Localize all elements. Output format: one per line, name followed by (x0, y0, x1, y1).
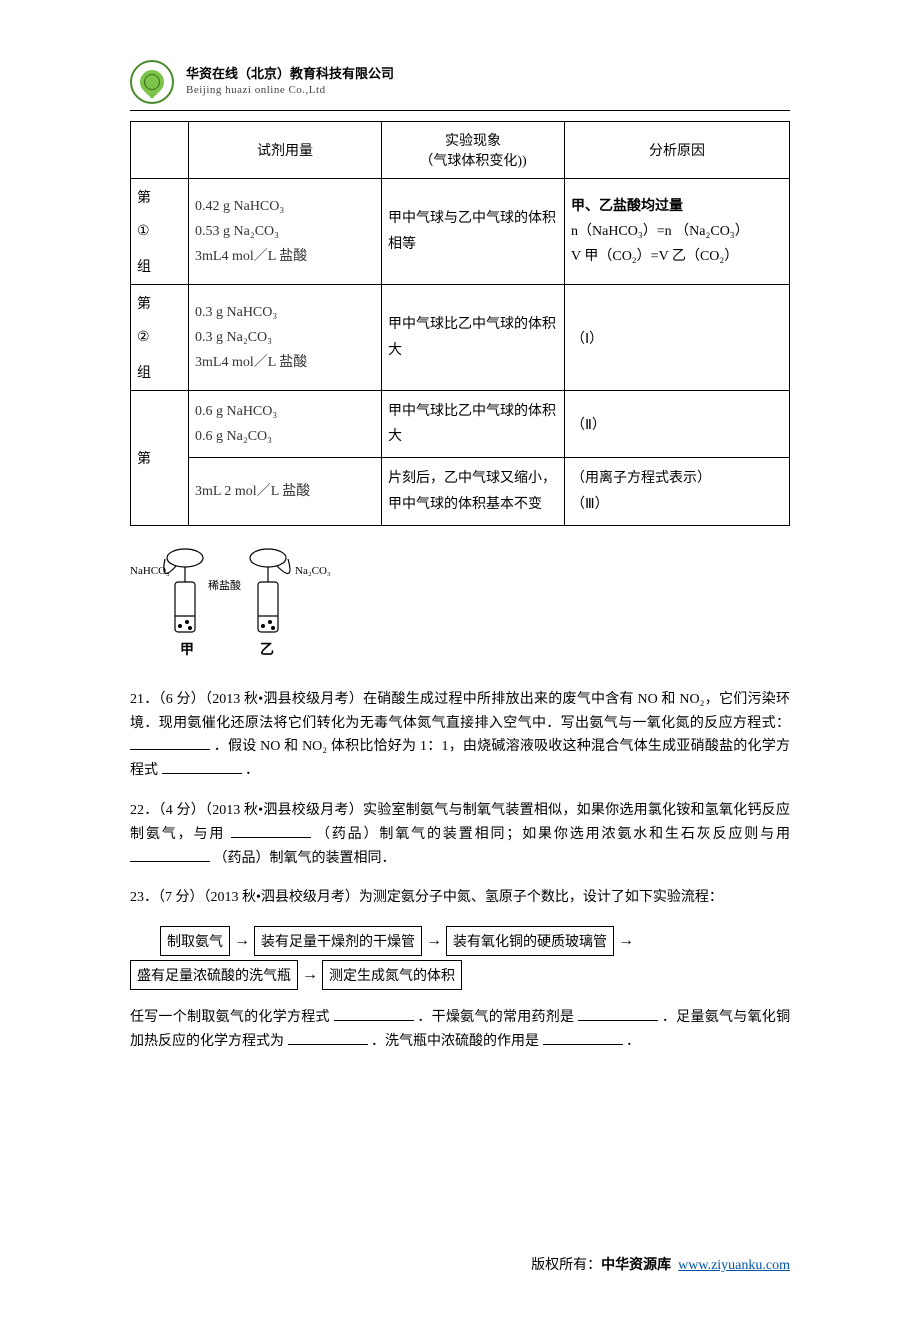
group-3b-phenom: 片刻后，乙中气球又缩小，甲中气球的体积基本不变 (382, 458, 565, 525)
arrow-icon: → (300, 966, 320, 984)
blank (130, 849, 210, 861)
question-23-prefix: 23．（7 分）（2013 秋•泗县校级月考）为测定氨分子中氮、氢原子个数比，设… (130, 886, 790, 910)
experiment-table: 试剂用量 实验现象 （气球体积变化)) 分析原因 第 ① 组 0.42 g Na… (130, 121, 790, 526)
table-row: 第 0.6 g NaHCO₃ 0.6 g Na₂CO₃ 甲中气球比乙中气球的体积… (131, 391, 790, 458)
th-phenom-l1: 实验现象 (445, 134, 501, 149)
group-3b-reagent: 3mL 2 mol／L 盐酸 (189, 458, 382, 525)
diagram-right-label: Na₂CO₃ (295, 565, 331, 577)
q21-prefix: 21．（6 分）（2013 秋•泗县校级月考）在硝酸生成过程中所排放出来的废气中… (130, 692, 790, 731)
page-footer: 版权所有：中华资源库 www.ziyuanku.com (130, 1254, 790, 1274)
company-cn: 华资在线（北京）教育科技有限公司 (186, 66, 394, 83)
group-1-analysis: 甲、乙盐酸均过量 n（NaHCO₃）=n （Na₂CO₃） V 甲（CO₂）=V… (565, 179, 790, 285)
diagram-jia: 甲 (180, 642, 194, 658)
tube-diagram: NaHCO₃ 稀盐酸 Na₂CO₃ 甲 乙 (130, 544, 330, 664)
flow-box: 盛有足量浓硫酸的洗气瓶 (130, 960, 298, 990)
th-analysis: 分析原因 (565, 122, 790, 179)
blank (130, 738, 210, 750)
flow-row-1: 制取氨气 → 装有足量干燥剂的干燥管 → 装有氧化铜的硬质玻璃管 → (160, 926, 790, 956)
table-row: 第 ① 组 0.42 g NaHCO₃ 0.53 g Na₂CO₃ 3mL4 m… (131, 179, 790, 285)
group-2-analysis: （Ⅰ） (565, 285, 790, 391)
table-row: 第 ② 组 0.3 g NaHCO₃ 0.3 g Na₂CO₃ 3mL4 mol… (131, 285, 790, 391)
group-3-label: 第 (131, 391, 189, 526)
q22-mid: （药品）制氧气的装置相同；如果你选用浓氨水和生石灰反应则与用 (316, 827, 790, 842)
group-3a-phenom: 甲中气球比乙中气球的体积大 (382, 391, 565, 458)
group-3b-analysis: （用离子方程式表示） （Ⅲ） (565, 458, 790, 525)
arrow-icon: → (424, 932, 444, 950)
header-text: 华资在线（北京）教育科技有限公司 Beijing huazi online Co… (186, 66, 394, 97)
footer-label: 版权所有： (531, 1258, 601, 1273)
diagram-mid-label: 稀盐酸 (208, 578, 241, 592)
q22-end: （药品）制氧气的装置相同． (214, 851, 396, 866)
th-phenom-l2: （气球体积变化)) (419, 154, 526, 169)
group-2-phenom: 甲中气球比乙中气球的体积大 (382, 285, 565, 391)
q23-tail-a: 任写一个制取氨气的化学方程式 (130, 1010, 330, 1025)
q23-tail-b: ．干燥氨气的常用药剂是 (417, 1010, 574, 1025)
flow-box: 测定生成氮气的体积 (322, 960, 462, 990)
flow-row-2: 盛有足量浓硫酸的洗气瓶 → 测定生成氮气的体积 (130, 960, 790, 990)
group-3a-reagent: 0.6 g NaHCO₃ 0.6 g Na₂CO₃ (189, 391, 382, 458)
footer-brand: 中华资源库 (601, 1258, 671, 1273)
table-row: 3mL 2 mol／L 盐酸 片刻后，乙中气球又缩小，甲中气球的体积基本不变 （… (131, 458, 790, 525)
logo-icon (130, 60, 174, 104)
blank (162, 762, 242, 774)
diagram-yi: 乙 (260, 642, 274, 658)
question-21: 21．（6 分）（2013 秋•泗县校级月考）在硝酸生成过程中所排放出来的废气中… (130, 688, 790, 783)
question-23-tail: 任写一个制取氨气的化学方程式 ．干燥氨气的常用药剂是 ．足量氨气与氧化铜加热反应… (130, 1006, 790, 1054)
blank (231, 826, 311, 838)
arrow-icon: → (616, 932, 636, 950)
flow-box: 装有足量干燥剂的干燥管 (254, 926, 422, 956)
flow-box: 制取氨气 (160, 926, 230, 956)
group-3a-analysis: （Ⅱ） (565, 391, 790, 458)
th-reagent: 试剂用量 (189, 122, 382, 179)
footer-link[interactable]: www.ziyuanku.com (678, 1258, 790, 1273)
blank (288, 1033, 368, 1045)
group-1-label: 第 ① 组 (131, 179, 189, 285)
blank (334, 1009, 414, 1021)
company-en: Beijing huazi online Co.,Ltd (186, 83, 394, 97)
page-header: 华资在线（北京）教育科技有限公司 Beijing huazi online Co… (130, 60, 790, 111)
group-2-label: 第 ② 组 (131, 285, 189, 391)
flow-box: 装有氧化铜的硬质玻璃管 (446, 926, 614, 956)
q21-end: ． (245, 763, 259, 778)
diagram-left-label: NaHCO₃ (130, 565, 170, 577)
q23-tail-e: ． (626, 1034, 640, 1049)
blank (543, 1033, 623, 1045)
group-2-reagent: 0.3 g NaHCO₃ 0.3 g Na₂CO₃ 3mL4 mol／L 盐酸 (189, 285, 382, 391)
question-22: 22．（4 分）（2013 秋•泗县校级月考）实验室制氨气与制氧气装置相似，如果… (130, 799, 790, 870)
th-phenom: 实验现象 （气球体积变化)) (382, 122, 565, 179)
q23-tail-d: ．洗气瓶中浓硫酸的作用是 (371, 1034, 539, 1049)
group-1-reagent: 0.42 g NaHCO₃ 0.53 g Na₂CO₃ 3mL4 mol／L 盐… (189, 179, 382, 285)
group-1-phenom: 甲中气球与乙中气球的体积相等 (382, 179, 565, 285)
blank (578, 1009, 658, 1021)
arrow-icon: → (232, 932, 252, 950)
th-group (131, 122, 189, 179)
